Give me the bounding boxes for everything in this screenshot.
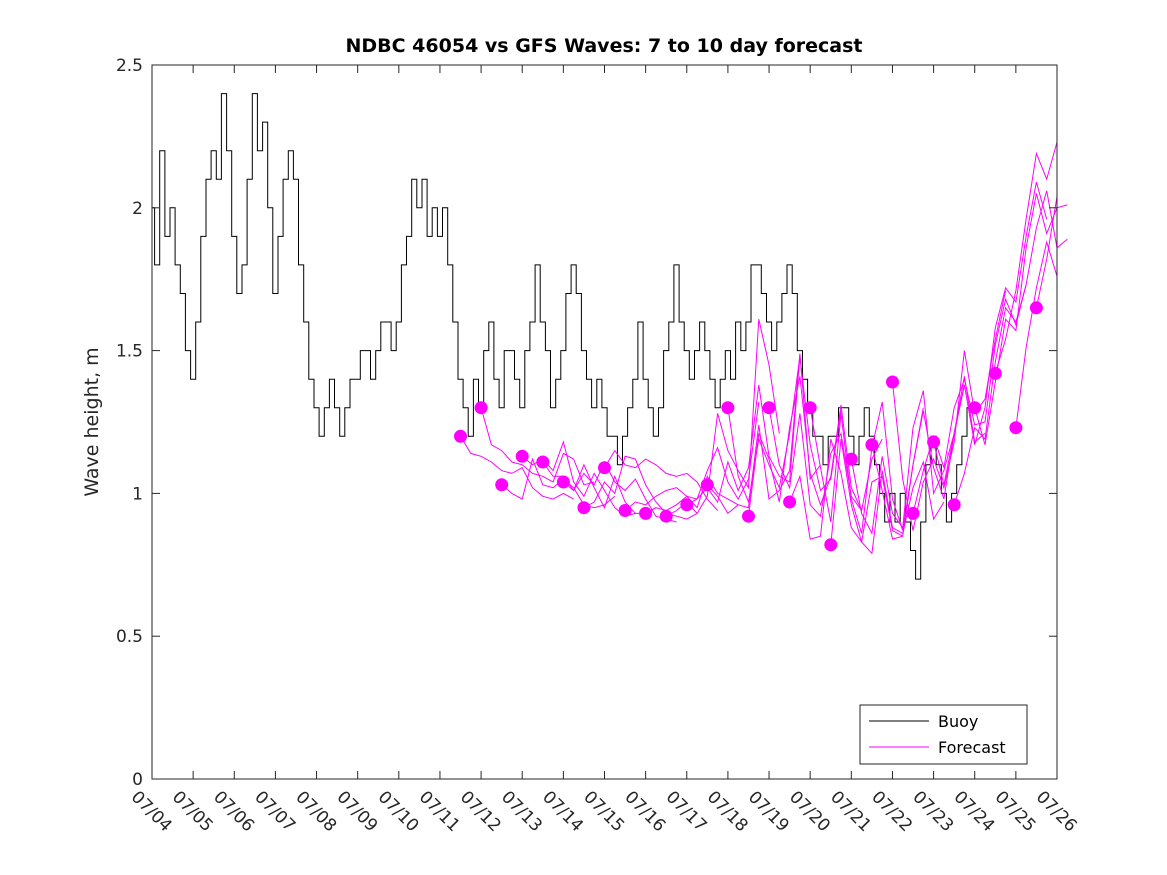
forecast-point-0 bbox=[454, 429, 467, 443]
legend: Buoy Forecast bbox=[859, 704, 1028, 765]
forecast-point-10 bbox=[659, 509, 673, 523]
forecast-run-line-17 bbox=[809, 401, 924, 534]
forecast-point-1 bbox=[474, 401, 488, 415]
forecast-point-21 bbox=[886, 375, 899, 389]
forecast-run-line-26 bbox=[994, 141, 1058, 374]
forecast-point-22 bbox=[906, 506, 920, 520]
forecast-run-line-5 bbox=[563, 460, 677, 523]
forecast-run-line-1 bbox=[480, 407, 595, 486]
forecast-point-16 bbox=[783, 495, 797, 509]
y-tick-label-4: 2 bbox=[132, 199, 143, 219]
forecast-run-line-19 bbox=[850, 384, 965, 536]
forecast-point-28 bbox=[1029, 301, 1043, 315]
forecast-point-15 bbox=[762, 401, 776, 415]
forecast-run-line-7 bbox=[604, 449, 718, 511]
chart-title: NDBC 46054 vs GFS Waves: 7 to 10 day for… bbox=[345, 35, 862, 57]
y-tick-label-1: 0.5 bbox=[116, 627, 143, 647]
forecast-run-line-21 bbox=[892, 290, 1007, 531]
forecast-point-24 bbox=[947, 498, 961, 512]
y-tick-label-5: 2.5 bbox=[116, 56, 143, 76]
forecast-point-14 bbox=[742, 509, 755, 523]
forecast-run-line-28 bbox=[1035, 196, 1058, 308]
plot-area bbox=[152, 65, 1057, 779]
legend-label-buoy: Buoy bbox=[938, 712, 978, 731]
forecast-run-line-23 bbox=[933, 181, 1048, 485]
forecast-point-3 bbox=[515, 449, 529, 463]
forecast-run-line-16 bbox=[789, 438, 903, 544]
plot-background bbox=[152, 65, 1057, 779]
y-tick-label-2: 1 bbox=[132, 484, 143, 504]
forecast-run-line-0 bbox=[460, 436, 574, 500]
series-layer bbox=[152, 93, 1068, 580]
legend-label-forecast: Forecast bbox=[938, 738, 1006, 757]
forecast-point-4 bbox=[536, 455, 550, 469]
forecast-point-2 bbox=[495, 478, 509, 492]
y-axis-label: Wave height, m bbox=[81, 347, 103, 496]
forecast-point-7 bbox=[598, 461, 611, 475]
forecast-run-line-13 bbox=[727, 356, 842, 504]
forecast-point-20 bbox=[865, 438, 879, 452]
forecast-point-17 bbox=[803, 401, 817, 415]
forecast-point-13 bbox=[721, 401, 735, 415]
forecast-run-line-18 bbox=[830, 439, 945, 555]
forecast-point-12 bbox=[700, 478, 714, 492]
legend-box bbox=[859, 704, 1028, 765]
forecast-point-6 bbox=[577, 501, 591, 515]
forecast-point-23 bbox=[927, 435, 941, 449]
forecast-point-25 bbox=[968, 401, 982, 415]
forecast-run-line-14 bbox=[748, 376, 863, 517]
forecast-run-line-25 bbox=[974, 193, 1068, 445]
series-line-buoy bbox=[152, 93, 970, 580]
forecast-run-line-6 bbox=[583, 455, 698, 520]
forecast-point-8 bbox=[618, 504, 632, 517]
y-tick-label-3: 1.5 bbox=[116, 342, 143, 362]
forecast-point-11 bbox=[680, 498, 694, 512]
forecast-point-9 bbox=[639, 506, 653, 520]
forecast-point-26 bbox=[988, 366, 1002, 380]
forecast-point-19 bbox=[844, 452, 858, 466]
forecast-run-line-27 bbox=[1015, 240, 1058, 428]
forecast-point-18 bbox=[824, 538, 838, 552]
y-tick-label-0: 0 bbox=[132, 770, 143, 790]
forecast-point-5 bbox=[556, 475, 570, 489]
forecast-point-27 bbox=[1009, 421, 1023, 435]
